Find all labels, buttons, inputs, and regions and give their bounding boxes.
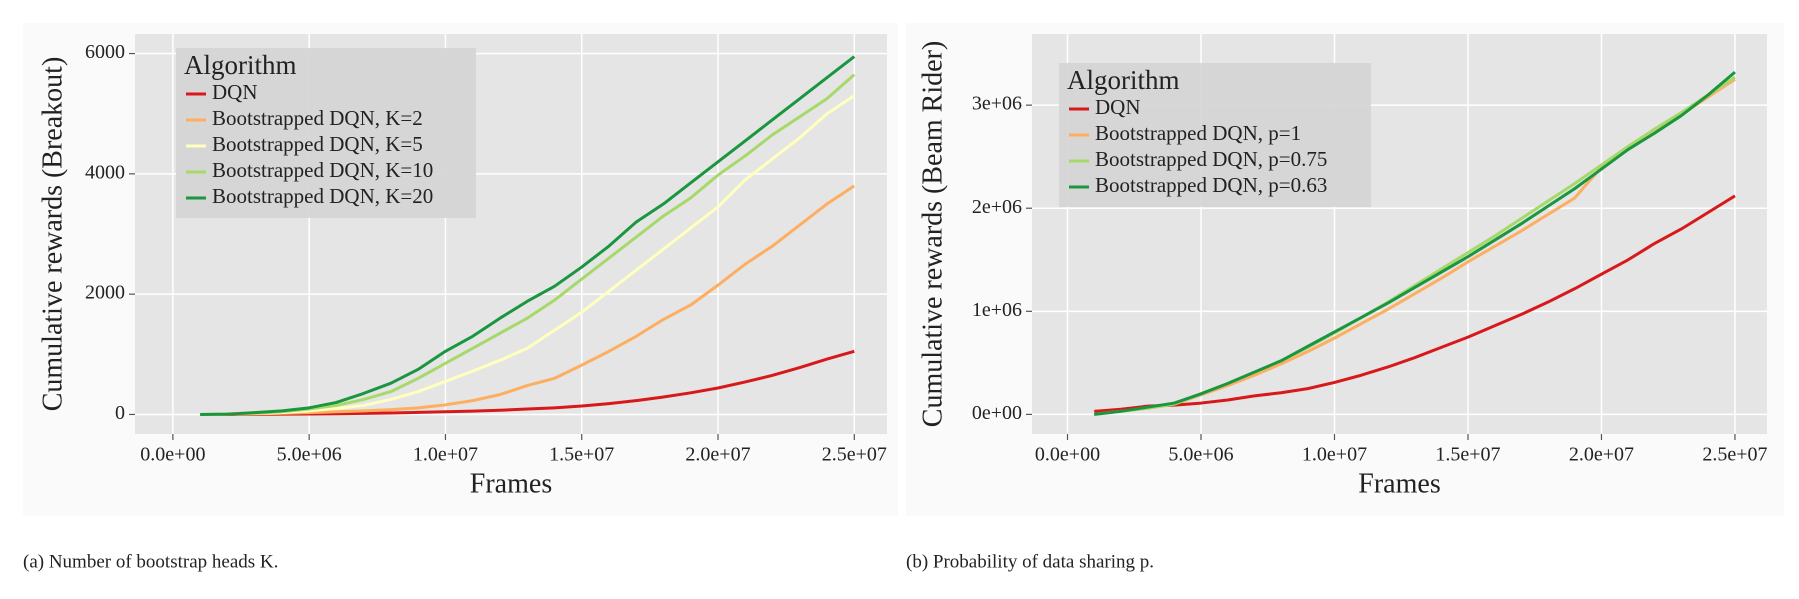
legend-title: Algorithm bbox=[184, 50, 297, 80]
x-tick-label: 0.0e+00 bbox=[140, 444, 205, 466]
caption: (a) Number of bootstrap heads K. bbox=[23, 551, 278, 572]
data-line bbox=[1094, 70, 1736, 416]
x-tick-label: 1.5e+07 bbox=[1435, 444, 1500, 466]
legend-label: Bootstrapped DQN, p=1 bbox=[1095, 121, 1301, 145]
legend-box bbox=[1059, 63, 1371, 207]
data-line bbox=[1094, 194, 1736, 413]
legend-label: DQN bbox=[212, 80, 258, 104]
y-tick-label: 3e+06 bbox=[972, 93, 1022, 115]
x-tick-label: 5.0e+06 bbox=[277, 444, 342, 466]
x-tick-label: 2.5e+07 bbox=[822, 444, 887, 466]
y-tick-label: 2000 bbox=[85, 282, 125, 304]
y-tick-label: 4000 bbox=[85, 161, 125, 183]
y-tick-label: 0 bbox=[115, 402, 125, 424]
y-tick-label: 6000 bbox=[85, 41, 125, 63]
legend-box bbox=[176, 48, 476, 218]
x-axis-label: Frames bbox=[470, 468, 552, 499]
y-tick-label: 2e+06 bbox=[972, 196, 1022, 218]
legend-label: Bootstrapped DQN, p=0.75 bbox=[1095, 147, 1327, 171]
x-tick-label: 2.0e+07 bbox=[1569, 444, 1634, 466]
x-tick-label: 5.0e+06 bbox=[1168, 444, 1233, 466]
legend-label: Bootstrapped DQN, p=0.63 bbox=[1095, 173, 1327, 197]
data-line bbox=[200, 184, 856, 416]
data-line bbox=[200, 55, 856, 416]
x-tick-label: 1.0e+07 bbox=[1302, 444, 1367, 466]
legend-label: Bootstrapped DQN, K=20 bbox=[212, 184, 433, 208]
x-tick-label: 2.5e+07 bbox=[1702, 444, 1767, 466]
legend-label: Bootstrapped DQN, K=2 bbox=[212, 106, 423, 130]
data-line bbox=[200, 94, 856, 416]
legend-label: DQN bbox=[1095, 95, 1141, 119]
x-axis-label: Frames bbox=[1358, 468, 1440, 499]
x-tick-label: 1.5e+07 bbox=[549, 444, 614, 466]
caption: (b) Probability of data sharing p. bbox=[906, 551, 1154, 572]
x-tick-label: 0.0e+00 bbox=[1035, 444, 1100, 466]
y-tick-label: 1e+06 bbox=[972, 299, 1022, 321]
y-axis-label: Cumulative rewards (Breakout) bbox=[37, 57, 68, 412]
legend-title: Algorithm bbox=[1067, 65, 1180, 95]
x-tick-label: 2.0e+07 bbox=[685, 444, 750, 466]
x-tick-label: 1.0e+07 bbox=[413, 444, 478, 466]
legend-label: Bootstrapped DQN, K=5 bbox=[212, 132, 423, 156]
y-tick-label: 0e+00 bbox=[972, 402, 1022, 424]
legend-label: Bootstrapped DQN, K=10 bbox=[212, 158, 433, 182]
y-axis-label: Cumulative rewards (Beam Rider) bbox=[917, 41, 948, 427]
